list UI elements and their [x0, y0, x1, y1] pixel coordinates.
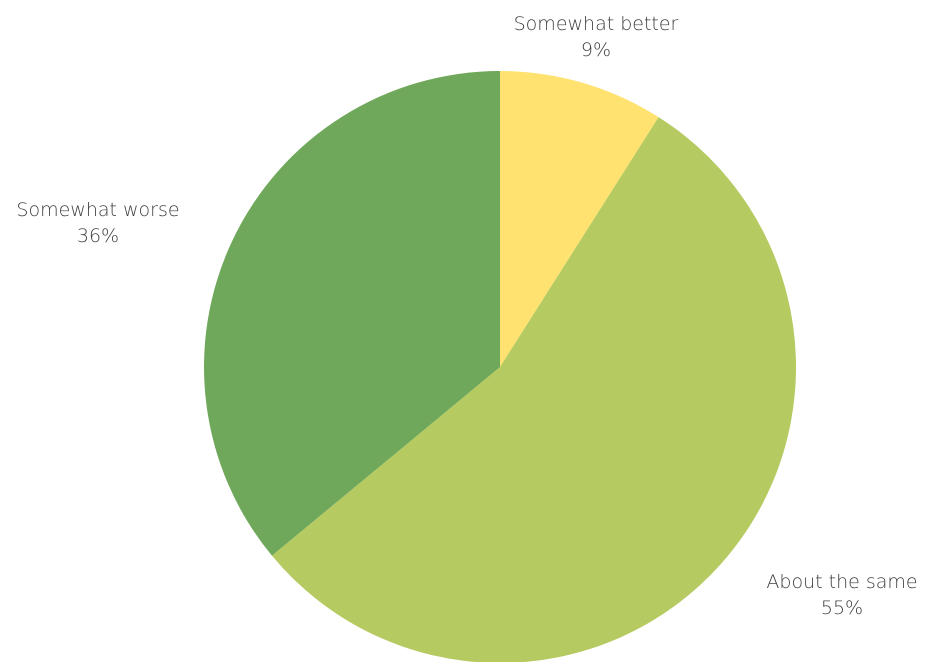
slice-value-label: 36%: [77, 225, 119, 247]
pie-label-somewhat-worse: Somewhat worse 36%: [16, 199, 179, 247]
pie-slice-somewhat-worse: [203, 70, 500, 556]
pie-slice-somewhat-better: [500, 71, 659, 367]
pie-label-about-the-same: About the same 55%: [766, 571, 917, 619]
slice-category-label: About the same: [766, 571, 917, 593]
slice-category-label: Somewhat worse: [16, 199, 179, 221]
pie-label-somewhat-better: Somewhat better 9%: [514, 13, 679, 61]
pie-slice-about-the-same: [271, 117, 797, 662]
pie-labels: Somewhat better 9% About the same 55% Somewh…: [16, 13, 917, 619]
slice-value-label: 55%: [821, 597, 863, 619]
slice-category-label: Somewhat better: [514, 13, 679, 35]
pie-slices: [203, 70, 797, 662]
slice-value-label: 9%: [581, 39, 611, 61]
